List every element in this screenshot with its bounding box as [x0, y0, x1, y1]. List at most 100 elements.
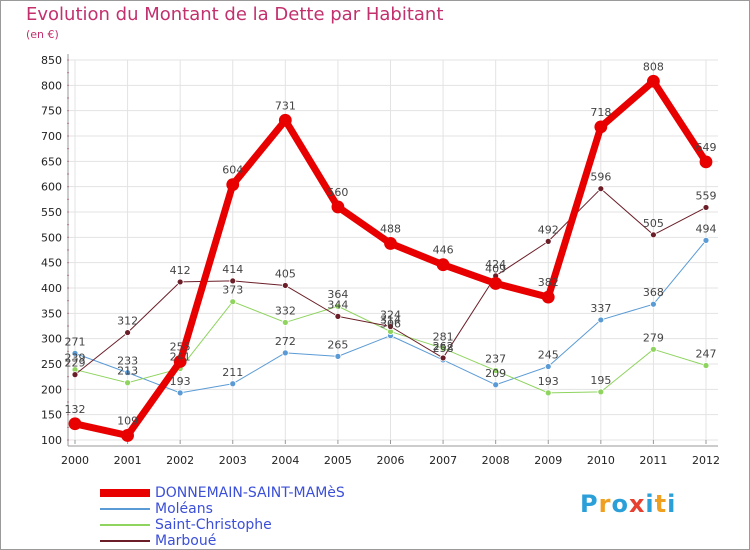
data-label-donnemain-saint-mam-s: 718 — [590, 106, 611, 119]
y-tick-label: 750 — [41, 105, 62, 118]
data-point-mol-ans — [124, 369, 131, 377]
data-label-saint-christophe: 239 — [65, 352, 86, 365]
y-tick-label: 400 — [41, 282, 62, 295]
data-point-marbou- — [334, 312, 342, 320]
x-tick-label: 2004 — [271, 454, 299, 467]
data-label-donnemain-saint-mam-s: 604 — [222, 164, 243, 177]
y-tick-label: 500 — [41, 231, 62, 244]
data-label-donnemain-saint-mam-s: 649 — [696, 141, 717, 154]
x-tick-label: 2011 — [639, 454, 667, 467]
x-tick-label: 2003 — [219, 454, 247, 467]
data-point-marbou- — [544, 237, 552, 245]
data-label-mol-ans: 258 — [433, 342, 454, 355]
data-label-marbou-: 424 — [485, 258, 506, 271]
data-label-saint-christophe: 332 — [275, 304, 296, 317]
data-label-saint-christophe: 195 — [590, 374, 611, 387]
data-point-donnemain-saint-mam-s — [489, 277, 503, 290]
logo-letter: i — [667, 490, 677, 518]
data-label-marbou-: 344 — [327, 298, 348, 311]
data-point-saint-christophe — [229, 298, 237, 306]
x-tick-label: 2006 — [377, 454, 405, 467]
logo-letter: o — [611, 490, 629, 518]
legend-label: Saint-Christophe — [155, 517, 272, 533]
data-point-marbou- — [650, 231, 657, 239]
line-chart: 100 150 200 250 300 350 400 450 500 550 600 650 700 7… — [41, 54, 720, 467]
data-point-mol-ans — [71, 349, 79, 357]
data-point-donnemain-saint-mam-s — [594, 120, 608, 134]
data-point-saint-christophe — [492, 367, 500, 374]
data-point-donnemain-saint-mam-s — [226, 178, 240, 192]
data-label-mol-ans: 306 — [380, 318, 401, 331]
data-point-mol-ans — [597, 316, 605, 324]
data-label-marbou-: 262 — [433, 340, 454, 353]
y-tick-label: 450 — [41, 257, 62, 270]
y-axis-unit: (en €) — [26, 28, 59, 41]
x-tick-label: 2001 — [114, 454, 142, 467]
series — [68, 74, 713, 442]
data-point-marbou- — [439, 354, 447, 362]
data-label-mol-ans: 337 — [590, 302, 611, 315]
data-point-saint-christophe — [650, 345, 657, 353]
data-point-donnemain-saint-mam-s — [331, 200, 345, 214]
data-label-marbou-: 596 — [590, 171, 611, 184]
data-point-donnemain-saint-mam-s — [278, 113, 292, 127]
data-point-marbou- — [281, 282, 289, 289]
data-point-donnemain-saint-mam-s — [541, 290, 555, 304]
data-point-donnemain-saint-mam-s — [436, 258, 450, 272]
data-point-saint-christophe — [439, 344, 447, 352]
logo-letter: t — [654, 490, 668, 518]
data-label-donnemain-saint-mam-s: 255 — [170, 340, 191, 353]
legend-label: DONNEMAIN-SAINT-MAMèS — [155, 485, 345, 501]
logo-letter: x — [628, 490, 646, 518]
logo-letter: r — [598, 490, 612, 518]
data-point-mol-ans — [650, 300, 657, 308]
data-point-saint-christophe — [334, 302, 342, 310]
data-label-mol-ans: 271 — [65, 335, 86, 348]
data-point-mol-ans — [334, 352, 342, 360]
data-point-donnemain-saint-mam-s — [121, 429, 134, 442]
x-tick-label: 2007 — [429, 454, 457, 467]
data-label-donnemain-saint-mam-s: 409 — [485, 262, 506, 275]
data-label-saint-christophe: 281 — [433, 330, 454, 343]
data-label-donnemain-saint-mam-s: 132 — [65, 403, 86, 416]
data-label-saint-christophe: 213 — [117, 365, 138, 378]
legend-label: Marboué — [155, 533, 217, 549]
chart-title: Evolution du Montant de la Dette par Hab… — [26, 4, 444, 25]
x-tick-label: 2000 — [61, 454, 89, 467]
data-labels: 271 233 193 211 272 265 306 258 209 245 337 368 494 2… — [65, 60, 717, 427]
data-label-mol-ans: 368 — [643, 286, 664, 299]
data-label-mol-ans: 211 — [222, 366, 243, 379]
data-label-mol-ans: 494 — [696, 222, 717, 235]
data-point-marbou- — [702, 204, 710, 211]
data-point-donnemain-saint-mam-s — [68, 417, 82, 431]
data-label-marbou-: 412 — [170, 264, 191, 277]
data-point-marbou- — [229, 277, 237, 285]
data-label-saint-christophe: 247 — [696, 348, 717, 361]
data-label-saint-christophe: 241 — [170, 351, 191, 364]
data-label-mol-ans: 233 — [117, 355, 138, 368]
data-point-marbou- — [71, 371, 79, 379]
data-label-marbou-: 414 — [222, 263, 243, 276]
logo-letter: i — [645, 490, 655, 518]
x-tick-label: 2009 — [534, 454, 562, 467]
data-point-mol-ans — [176, 389, 184, 397]
y-tick-label: 800 — [41, 79, 62, 92]
y-tick-label: 150 — [41, 409, 62, 422]
x-tick-label: 2010 — [587, 454, 615, 467]
legend-swatch — [100, 508, 150, 510]
data-point-saint-christophe — [544, 389, 552, 397]
y-tick-label: 650 — [41, 155, 62, 168]
data-label-saint-christophe: 279 — [643, 331, 664, 344]
y-tick-label: 100 — [41, 434, 62, 447]
x-tick-label: 2012 — [692, 454, 720, 467]
data-label-saint-christophe: 373 — [222, 284, 243, 297]
data-point-saint-christophe — [281, 319, 289, 326]
data-point-donnemain-saint-mam-s — [384, 237, 397, 250]
y-tick-label: 350 — [41, 307, 62, 320]
data-point-mol-ans — [544, 363, 552, 370]
data-label-donnemain-saint-mam-s: 731 — [275, 99, 296, 112]
axes: 100 150 200 250 300 350 400 450 500 550 600 650 700 7… — [41, 54, 720, 467]
data-point-marbou- — [124, 329, 131, 336]
data-label-mol-ans: 272 — [275, 335, 296, 348]
data-label-saint-christophe: 364 — [327, 288, 348, 301]
